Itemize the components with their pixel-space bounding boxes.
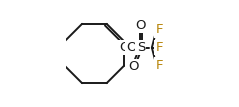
Text: O: O bbox=[136, 19, 146, 32]
Text: S: S bbox=[137, 41, 145, 54]
Text: F: F bbox=[155, 23, 163, 36]
Text: O: O bbox=[127, 41, 137, 54]
Text: F: F bbox=[155, 41, 163, 54]
Text: O: O bbox=[128, 60, 139, 73]
Text: O: O bbox=[119, 41, 130, 54]
Text: F: F bbox=[155, 59, 163, 72]
